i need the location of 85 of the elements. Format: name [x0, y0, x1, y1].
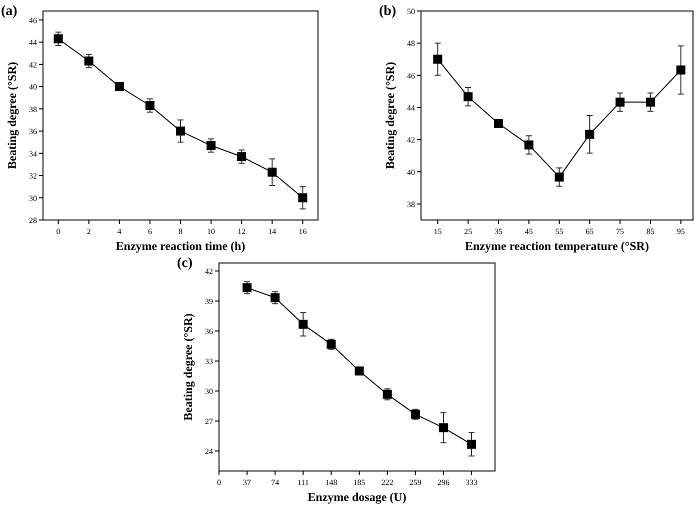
point — [554, 172, 564, 182]
y-tick-label: 30 — [205, 387, 213, 396]
x-tick-label: 37 — [243, 478, 252, 487]
point — [145, 100, 154, 110]
x-tick-label: 25 — [464, 227, 472, 236]
point — [206, 141, 216, 150]
y-tick-label: 50 — [407, 7, 415, 16]
x-axis-title: Enzyme reaction time (h) — [116, 239, 246, 253]
x-tick-label: 55 — [555, 227, 564, 236]
x-tick-label: 45 — [524, 227, 533, 236]
x-tick-label: 12 — [238, 227, 246, 236]
x-tick-label: 35 — [494, 227, 502, 236]
point — [433, 54, 442, 64]
y-tick-label: 24 — [205, 447, 213, 456]
y-axis-title: Beating degree (°SR) — [383, 62, 397, 170]
x-tick-label: 222 — [381, 478, 394, 487]
y-tick-label: 42 — [205, 267, 213, 276]
point — [585, 130, 594, 139]
point — [176, 126, 185, 136]
x-tick-label: 95 — [676, 227, 685, 236]
x-tick-label: 111 — [297, 478, 309, 487]
y-tick-label: 28 — [29, 216, 37, 225]
x-tick-label: 333 — [465, 478, 478, 487]
point — [524, 140, 534, 150]
x-axis-title: Enzyme dosage (U) — [308, 490, 406, 504]
chart-title: (b) — [379, 4, 396, 19]
y-tick-label: 34 — [29, 149, 37, 158]
x-tick-label: 8 — [178, 227, 182, 236]
x-tick-label: 2 — [86, 227, 91, 236]
point — [270, 293, 280, 302]
y-tick-label: 42 — [29, 60, 37, 70]
x-tick-label: 15 — [434, 227, 442, 236]
point — [354, 366, 364, 376]
y-tick-label: 46 — [407, 71, 415, 80]
point — [298, 320, 308, 329]
y-tick-label: 39 — [205, 297, 213, 306]
x-tick-label: 6 — [148, 227, 152, 236]
point — [466, 440, 476, 449]
y-tick-label: 38 — [407, 200, 415, 209]
x-tick-label: 75 — [616, 227, 624, 236]
point — [54, 34, 63, 44]
x-tick-label: 14 — [268, 227, 276, 236]
y-tick-label: 36 — [205, 327, 213, 336]
x-tick-label: 296 — [437, 478, 450, 487]
y-tick-label: 44 — [407, 103, 415, 112]
point — [616, 98, 625, 107]
x-tick-label: 10 — [207, 227, 216, 236]
y-tick-label: 36 — [29, 127, 37, 136]
point — [242, 283, 252, 292]
point — [494, 119, 503, 128]
chart-title: (c) — [177, 256, 193, 271]
y-tick-label: 38 — [29, 104, 37, 114]
point — [298, 193, 308, 202]
point — [237, 152, 246, 162]
chart-title: (a) — [1, 4, 18, 19]
y-tick-label: 46 — [29, 16, 37, 25]
x-tick-label: 259 — [409, 478, 422, 487]
x-tick-label: 85 — [646, 227, 654, 236]
point — [646, 98, 655, 107]
x-tick-label: 16 — [298, 227, 307, 236]
y-axis-title: Beating degree (°SR) — [181, 313, 195, 421]
y-tick-label: 42 — [407, 136, 415, 145]
x-tick-label: 0 — [56, 227, 60, 236]
x-tick-label: 65 — [586, 227, 594, 236]
y-tick-label: 40 — [29, 82, 37, 92]
y-tick-label: 30 — [29, 194, 37, 203]
x-tick-label: 185 — [353, 478, 366, 487]
point — [84, 56, 94, 66]
point — [438, 423, 448, 432]
y-tick-label: 32 — [29, 172, 37, 181]
y-axis-title: Beating degree (°SR) — [5, 62, 19, 170]
point — [268, 168, 277, 177]
y-tick-label: 27 — [205, 417, 213, 426]
x-tick-label: 148 — [325, 478, 338, 487]
x-axis-title: Enzyme reaction temperature (°SR) — [465, 239, 649, 253]
y-tick-label: 40 — [407, 168, 415, 177]
x-tick-label: 4 — [117, 227, 122, 236]
point — [114, 82, 124, 92]
point — [676, 66, 686, 74]
y-tick-label: 33 — [205, 357, 213, 366]
y-tick-label: 44 — [29, 38, 37, 48]
point — [464, 92, 473, 102]
x-tick-label: 0 — [217, 478, 221, 487]
y-tick-label: 48 — [407, 39, 415, 48]
x-tick-label: 74 — [271, 478, 280, 487]
